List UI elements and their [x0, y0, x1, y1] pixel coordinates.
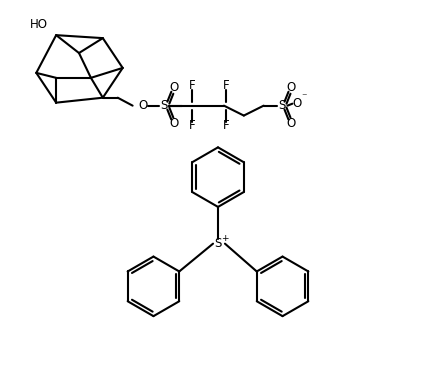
Text: F: F [223, 119, 229, 132]
Text: F: F [223, 79, 229, 92]
Text: HO: HO [30, 18, 48, 31]
Text: S: S [161, 99, 168, 112]
Text: O: O [170, 117, 179, 130]
Text: S: S [215, 237, 221, 250]
Text: O: O [287, 81, 296, 94]
Text: +: + [221, 234, 229, 243]
Text: O: O [293, 97, 302, 110]
Text: F: F [189, 79, 195, 92]
Text: F: F [189, 119, 195, 132]
Text: O: O [138, 99, 147, 112]
Text: O: O [287, 117, 296, 130]
Text: S: S [278, 99, 285, 112]
Text: ⁻: ⁻ [302, 93, 307, 103]
Text: O: O [170, 81, 179, 94]
